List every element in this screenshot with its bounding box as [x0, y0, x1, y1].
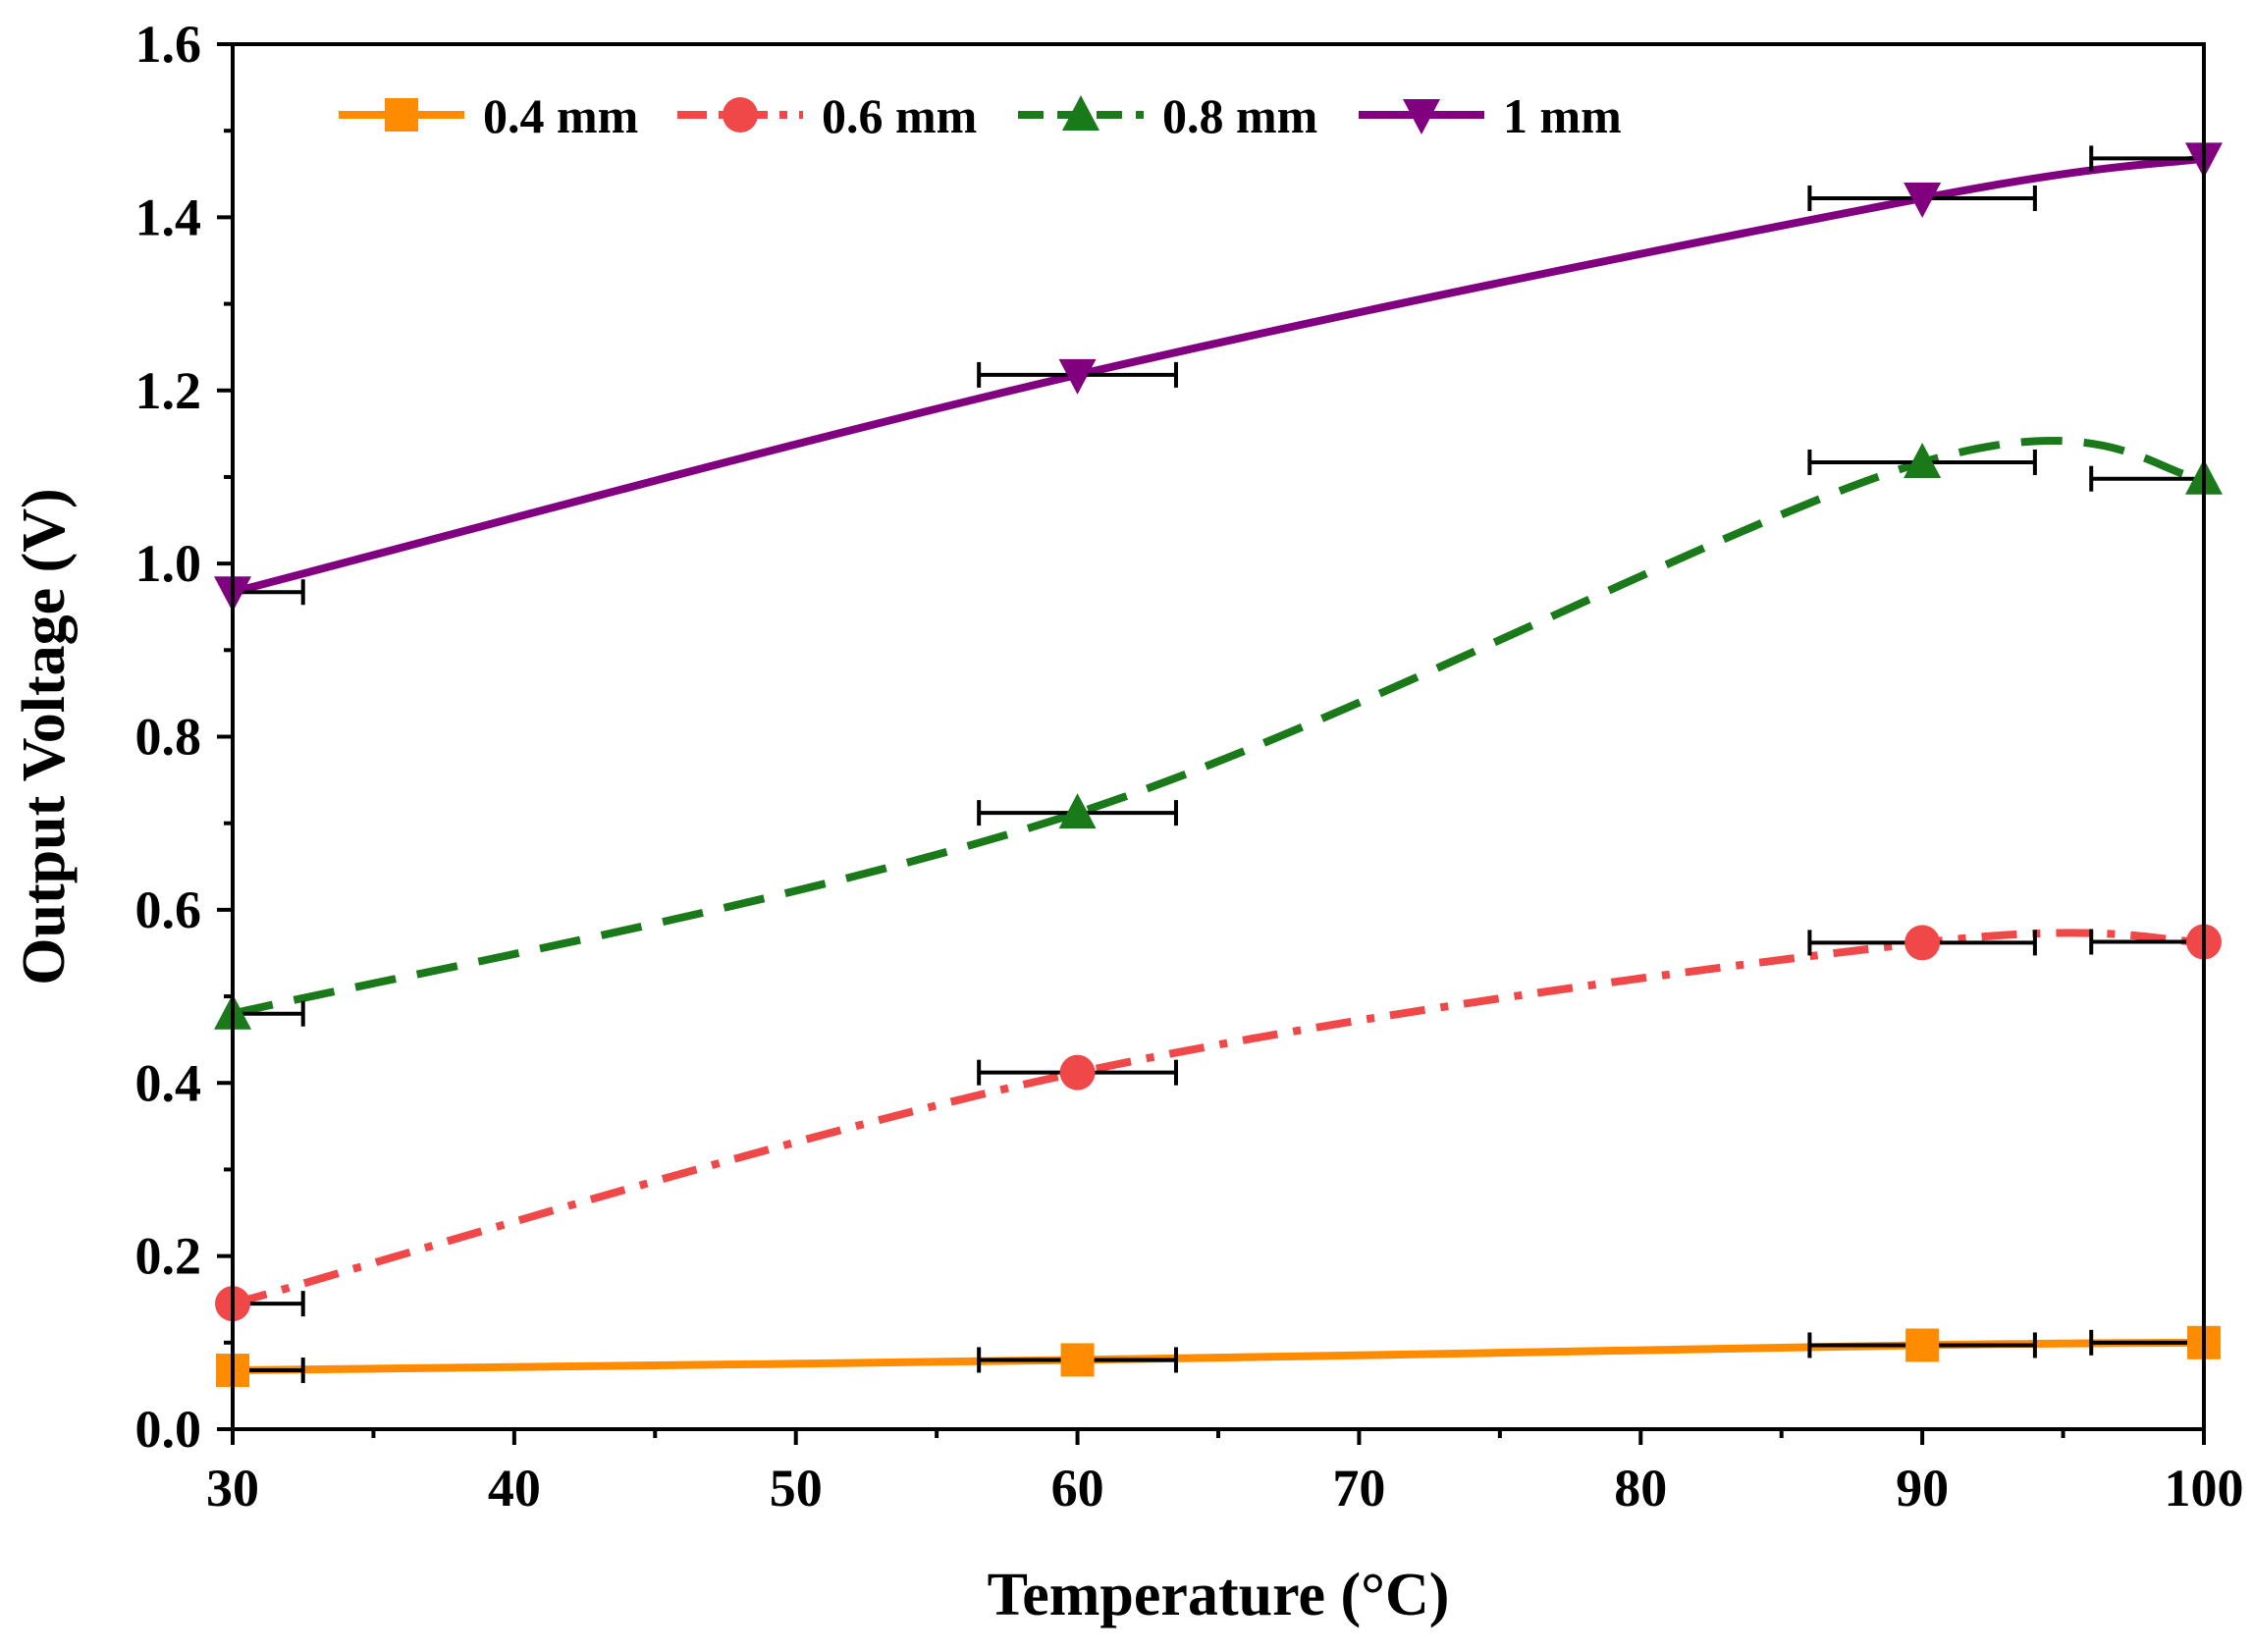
legend: 0.4 mm 0.6 mm 0.8 mm 1 mm: [339, 88, 1622, 143]
x-axis-title: Temperature (°C): [988, 1562, 1450, 1628]
legend-label: 0.6 mm: [822, 88, 977, 143]
x-tick-label: 90: [1896, 1459, 1949, 1518]
error-bar: [2089, 465, 2204, 492]
legend-marker: [1403, 99, 1440, 134]
legend-label: 0.8 mm: [1162, 88, 1317, 143]
x-tick-label: 40: [488, 1459, 541, 1518]
y-tick-label: 1.4: [135, 187, 202, 246]
legend-marker: [1062, 95, 1099, 131]
y-tick-label: 1.2: [135, 361, 202, 420]
data-point: [1903, 182, 1942, 218]
data-point: [1060, 1343, 1095, 1377]
x-tick-label: 30: [206, 1459, 259, 1518]
y-tick-label: 1.0: [135, 534, 202, 593]
y-tick-label: 0.8: [135, 708, 202, 767]
x-tick-label: 50: [770, 1459, 823, 1518]
x-tick-label: 100: [2165, 1459, 2244, 1518]
error-bar: [233, 1000, 305, 1027]
y-tick-label: 0.6: [135, 880, 202, 939]
data-point: [1059, 1054, 1096, 1091]
legend-item: 0.4 mm: [339, 88, 638, 143]
legend-label: 1 mm: [1503, 88, 1622, 143]
data-point: [1905, 1328, 1940, 1362]
legend-label: 0.4 mm: [483, 88, 638, 143]
series-line-2: [232, 437, 2205, 1018]
legend-marker: [723, 97, 758, 133]
data-point: [1904, 925, 1941, 961]
x-tick-label: 80: [1614, 1459, 1667, 1518]
legend-item: 0.8 mm: [1018, 88, 1317, 143]
error-bar: [233, 579, 305, 606]
data-point: [1903, 442, 1942, 478]
data-point: [1058, 793, 1097, 829]
legend-item: 0.6 mm: [677, 88, 977, 143]
legend-marker: [385, 98, 418, 132]
x-tick-label: 70: [1332, 1459, 1385, 1518]
x-tick-label: 60: [1051, 1459, 1104, 1518]
error-bar: [2089, 1329, 2204, 1356]
y-tick-label: 0.2: [135, 1227, 202, 1286]
y-tick-label: 0.4: [135, 1053, 202, 1112]
series-line-1: [231, 929, 2205, 1307]
data-point: [1058, 358, 1097, 395]
y-tick-label: 0.0: [135, 1400, 202, 1459]
y-axis-title: Output Voltage (V): [11, 488, 78, 985]
legend-item: 1 mm: [1359, 88, 1622, 143]
y-tick-label: 1.6: [135, 15, 202, 74]
series-line-3: [232, 154, 2205, 597]
error-bar: [2089, 145, 2204, 172]
error-bar: [2089, 929, 2204, 955]
